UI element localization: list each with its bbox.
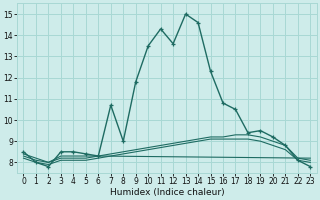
X-axis label: Humidex (Indice chaleur): Humidex (Indice chaleur) [109, 188, 224, 197]
